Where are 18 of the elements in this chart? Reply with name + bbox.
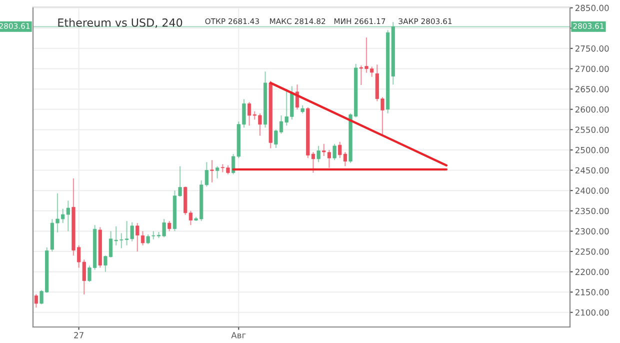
x-tick-label: Авг bbox=[231, 332, 246, 338]
y-tick-label: 2150.00 bbox=[575, 289, 609, 296]
y-tick-label: 2250.00 bbox=[575, 248, 609, 255]
y-tick-label: 2550.00 bbox=[575, 126, 609, 133]
x-tick-label: 27 bbox=[74, 332, 84, 338]
y-tick-label: 2600.00 bbox=[575, 106, 609, 113]
y-tick-label: 2850.00 bbox=[575, 4, 609, 12]
y-tick-label: 2750.00 bbox=[575, 45, 609, 52]
y-tick-label: 2200.00 bbox=[575, 268, 609, 276]
y-tick-label: 2100.00 bbox=[575, 309, 609, 316]
y-tick-label: 2650.00 bbox=[575, 86, 609, 92]
text: Ethereum vs USD, 240 bbox=[58, 18, 182, 28]
y-tick-label: 2700.00 bbox=[575, 66, 609, 72]
y-tick-label: 2500.00 bbox=[575, 146, 609, 154]
y-tick-label: 2300.00 bbox=[575, 228, 609, 234]
y-tick-label: 2350.00 bbox=[575, 208, 609, 214]
y-tick-label: 2450.00 bbox=[575, 167, 609, 174]
y-tick-label: 2400.00 bbox=[575, 188, 609, 194]
